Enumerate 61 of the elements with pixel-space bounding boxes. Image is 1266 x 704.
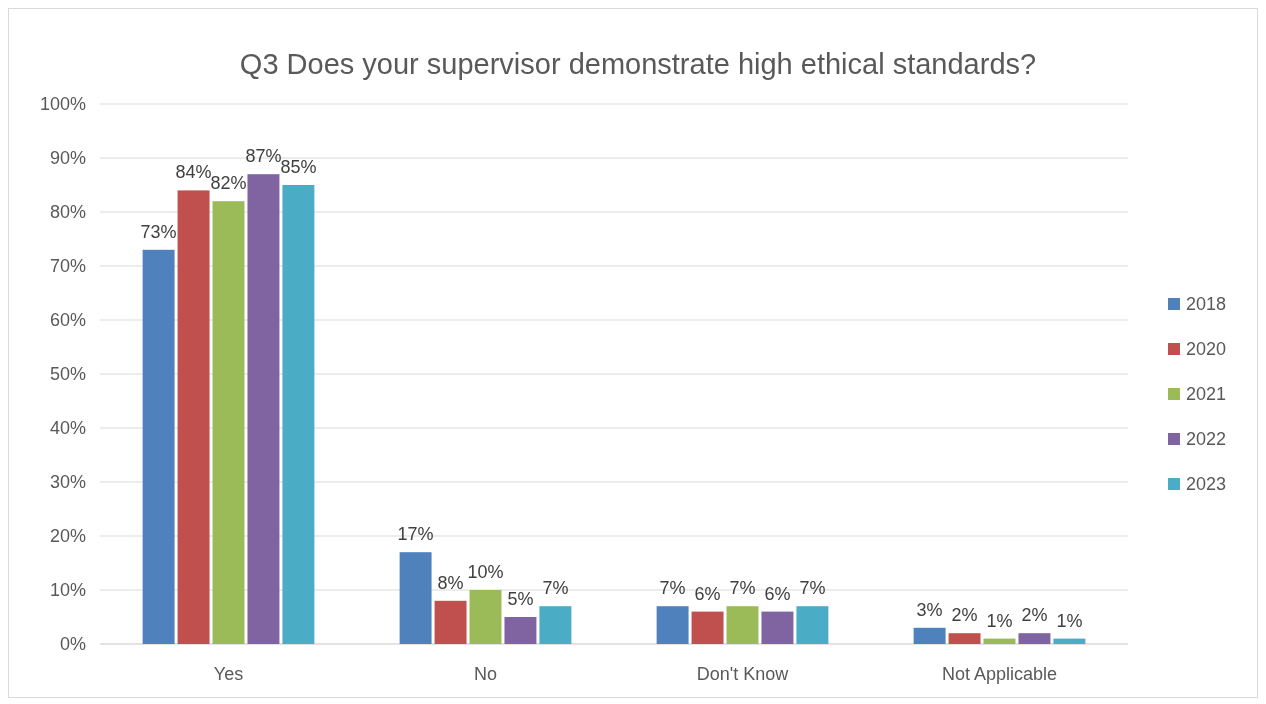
y-tick-label: 0% [59,634,86,655]
y-tick-label: 50% [49,364,86,385]
bar [726,606,759,644]
bar [399,552,432,644]
y-tick-label: 100% [39,94,86,115]
data-label: 3% [916,599,943,620]
bar [983,638,1016,644]
data-label: 87% [245,146,282,167]
bar [282,185,315,644]
data-label: 7% [542,578,569,599]
bar [948,633,981,644]
legend-label: 2023 [1186,474,1227,495]
bar [1053,638,1086,644]
data-label: 17% [397,524,434,545]
bar [469,590,502,644]
x-tick-label: Yes [213,664,244,684]
bar [656,606,689,644]
x-tick-label: Don't Know [696,664,790,684]
y-tick-label: 80% [49,202,86,223]
x-tick-label: No [473,664,498,684]
y-tick-label: 30% [49,472,86,493]
data-label: 6% [694,583,721,604]
data-label: 1% [1056,610,1083,631]
bar [1018,633,1051,644]
data-label: 82% [210,173,247,194]
x-tick-label: Not Applicable [941,664,1058,684]
y-tick-label: 70% [49,256,86,277]
legend-label: 2021 [1186,384,1227,405]
y-tick-label: 60% [49,310,86,331]
data-label: 7% [729,578,756,599]
bar [247,174,280,644]
data-label: 5% [507,589,534,609]
legend-label: 2018 [1186,294,1227,315]
data-label: 85% [280,157,317,177]
chart-title: Q3 Does your supervisor demonstrate high ethical standards? [239,48,1037,80]
bar [177,190,210,644]
y-tick-label: 10% [49,580,86,601]
y-tick-label: 90% [49,148,86,169]
bar [142,249,175,644]
data-label: 10% [467,562,504,582]
data-label: 7% [799,578,826,599]
data-label: 6% [764,583,791,604]
bar [913,627,946,644]
data-label: 1% [986,610,1013,631]
data-label: 84% [175,162,212,183]
data-label: 73% [140,221,177,242]
legend-label: 2020 [1186,339,1227,360]
data-label: 7% [659,578,686,599]
bar [504,617,537,644]
data-label: 8% [437,572,464,593]
y-tick-label: 40% [49,418,86,439]
legend-label: 2022 [1186,429,1227,450]
bar [761,611,794,644]
bar [539,606,572,644]
bar [212,201,245,644]
bar [691,611,724,644]
data-label: 2% [1021,605,1048,626]
bar [434,600,467,644]
data-label: 2% [951,605,978,626]
bar [796,606,829,644]
y-tick-label: 20% [49,526,86,547]
